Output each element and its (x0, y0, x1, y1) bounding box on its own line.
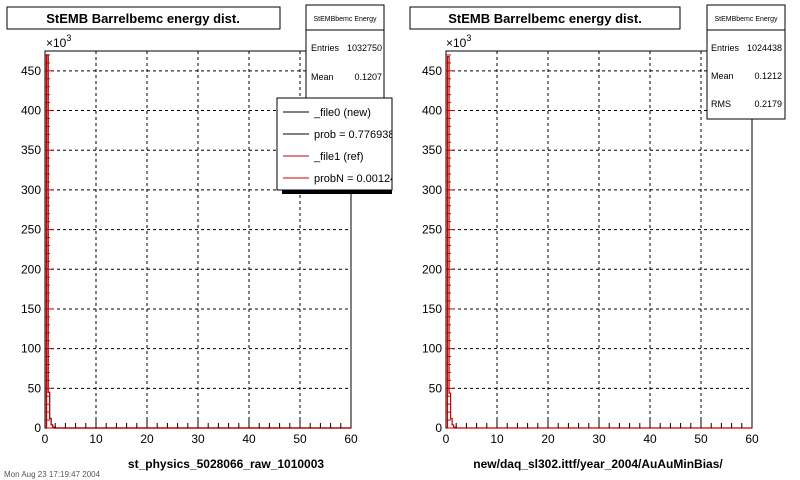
title-box (409, 6, 681, 30)
x-tick-label: 10 (490, 432, 504, 446)
panel-left: StEMB Barrelbemc energy dist. 0 10 20 30 40 5… (6, 4, 396, 471)
axes: 0 10 20 30 40 50 60 0 50 100 150 200 250 300 350 400 450 (422, 54, 759, 446)
x-tick-label: 0 (443, 432, 450, 446)
y-multiplier-base: ×10 (446, 36, 467, 50)
y-tick-label: 300 (422, 183, 442, 197)
stats-box: StEMBbemc Energy Entries 1024438 Mean 0.… (706, 4, 786, 120)
stats-frame (706, 4, 786, 120)
y-tick-label: 200 (21, 262, 41, 276)
y-tick-label: 150 (21, 302, 41, 316)
y-tick-label: 0 (435, 421, 442, 435)
y-tick-label: 250 (422, 223, 442, 237)
legend-label: probN = 0.00124 (314, 173, 396, 185)
y-tick-label: 200 (422, 262, 442, 276)
footer-note: Mon Aug 23 17:19:47 2004 (4, 470, 101, 479)
legend: _file0 (new) prob = 0.776938 _file1 (ref) p… (276, 97, 396, 194)
panel-right: StEMB Barrelbemc energy dist. 0 10 20 30 40 5… (409, 4, 786, 471)
y-multiplier-base: ×10 (46, 36, 67, 50)
title-box (6, 6, 281, 30)
x-axis-label: new/daq_sl302.ittf/year_2004/AuAuMinBias… (473, 457, 723, 471)
chart-title: StEMB Barrelbemc energy dist. (448, 11, 642, 26)
chart-title: StEMB Barrelbemc energy dist. (46, 11, 240, 26)
legend-label: _file1 (ref) (313, 151, 364, 163)
axes: 0 10 20 30 40 50 60 0 50 100 150 200 250 300 350 400 450 (21, 54, 358, 446)
y-tick-label: 400 (422, 104, 442, 118)
y-multiplier: ×103 (446, 33, 471, 50)
legend-items: _file0 (new) prob = 0.776938 _file1 (ref) p… (283, 107, 396, 185)
x-tick-label: 30 (592, 432, 606, 446)
x-tick-label: 50 (293, 432, 307, 446)
x-tick-label: 40 (242, 432, 256, 446)
stats-title: StEMBbemc Energy (714, 16, 778, 23)
stats-mean-value: 0.1212 (754, 71, 782, 81)
y-multiplier-exp: 3 (66, 33, 71, 43)
y-tick-label: 50 (28, 381, 42, 395)
y-multiplier-exp: 3 (466, 33, 471, 43)
stats-entries-label: Entries (711, 43, 740, 53)
y-tick-label: 50 (429, 381, 443, 395)
stats-entries-value: 1032750 (347, 43, 382, 53)
y-tick-label: 0 (34, 421, 41, 435)
stats-rms-label: RMS (711, 99, 731, 109)
y-tick-label: 350 (422, 143, 442, 157)
x-tick-label: 0 (42, 432, 49, 446)
x-tick-label: 20 (541, 432, 555, 446)
stats-rms-value: 0.2179 (754, 99, 782, 109)
x-tick-label: 30 (191, 432, 205, 446)
legend-frame (276, 97, 393, 191)
y-tick-label: 450 (21, 64, 41, 78)
stats-mean-label: Mean (711, 71, 734, 81)
plot-area: 0 10 20 30 40 50 60 0 50 100 150 200 250 300 350 400 450 (422, 50, 759, 446)
y-tick-label: 100 (21, 342, 41, 356)
stats-title: StEMBbemc Energy (313, 16, 377, 23)
y-multiplier: ×103 (46, 33, 71, 50)
x-tick-label: 40 (643, 432, 657, 446)
stats-entries-value: 1024438 (747, 43, 782, 53)
legend-label: prob = 0.776938 (314, 129, 394, 141)
stats-entries-label: Entries (311, 43, 340, 53)
y-tick-label: 450 (422, 64, 442, 78)
grid (446, 51, 752, 428)
stats-mean-label: Mean (311, 72, 334, 82)
y-tick-label: 300 (21, 183, 41, 197)
x-tick-label: 50 (694, 432, 708, 446)
legend-label: _file0 (new) (313, 107, 371, 119)
x-axis-label: st_physics_5028066_raw_1010003 (128, 457, 324, 471)
y-tick-label: 100 (422, 342, 442, 356)
stats-mean-value: 0.1207 (354, 72, 382, 82)
y-tick-label: 250 (21, 223, 41, 237)
x-tick-label: 10 (89, 432, 103, 446)
x-tick-label: 60 (344, 432, 358, 446)
y-tick-label: 350 (21, 143, 41, 157)
y-tick-label: 150 (422, 302, 442, 316)
x-tick-label: 60 (745, 432, 759, 446)
y-tick-label: 400 (21, 104, 41, 118)
x-tick-label: 20 (140, 432, 154, 446)
